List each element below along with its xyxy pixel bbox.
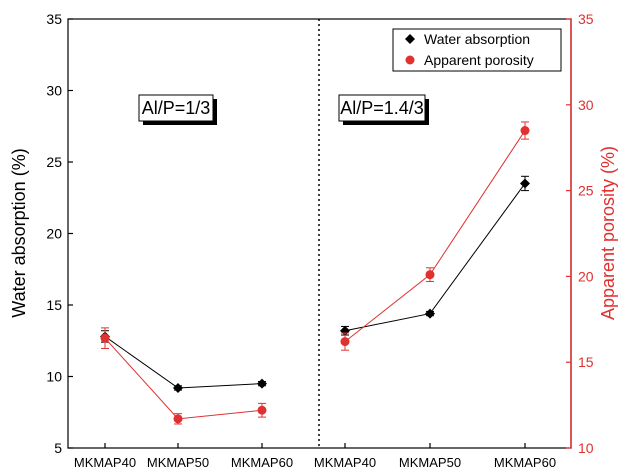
y-right-axis-title: Apparent porosity (%) bbox=[598, 146, 618, 320]
water-absorption-point bbox=[257, 378, 267, 389]
legend-box bbox=[392, 28, 562, 72]
apparent-porosity-point bbox=[257, 405, 267, 415]
series-layer bbox=[100, 121, 530, 425]
y-left-tick-label: 15 bbox=[46, 297, 62, 313]
y-left-tick-label: 10 bbox=[46, 369, 62, 385]
x-tick-label: MKMAP50 bbox=[399, 455, 461, 470]
legend-marker-apparent-porosity bbox=[405, 55, 415, 65]
y-right-tick-label: 10 bbox=[578, 440, 594, 456]
y-left-axis-title: Water absorption (%) bbox=[9, 148, 29, 317]
left-axis-ticks: 5 10 15 20 25 30 35 bbox=[46, 11, 73, 456]
group-label-2-text: Al/P=1.4/3 bbox=[340, 98, 424, 118]
y-right-tick-label: 25 bbox=[578, 183, 594, 199]
apparent-porosity-point bbox=[520, 126, 530, 136]
group-label-1-text: Al/P=1/3 bbox=[142, 98, 211, 118]
y-left-tick-label: 5 bbox=[54, 440, 62, 456]
water-absorption-point bbox=[173, 382, 183, 393]
y-left-tick-label: 25 bbox=[46, 154, 62, 170]
y-right-tick-label: 30 bbox=[578, 97, 594, 113]
legend-marker-water-absorption bbox=[405, 34, 415, 44]
water-absorption-line-group-1 bbox=[104, 336, 263, 389]
water-absorption-point bbox=[425, 308, 435, 319]
x-axis-ticks: MKMAP40 MKMAP50 MKMAP60 MKMAP40 MKMAP50 MKMAP… bbox=[74, 443, 556, 470]
legend: Water absorption Apparent porosity bbox=[392, 28, 562, 72]
group-label-1: Al/P=1/3 bbox=[138, 94, 217, 125]
legend-label-apparent-porosity: Apparent porosity bbox=[424, 52, 534, 68]
plot-frame bbox=[67, 18, 572, 449]
apparent-porosity-line-group-2 bbox=[344, 130, 526, 343]
group-label-2: Al/P=1.4/3 bbox=[338, 94, 429, 125]
x-tick-label: MKMAP50 bbox=[147, 455, 209, 470]
y-right-tick-label: 20 bbox=[578, 268, 594, 284]
x-tick-label: MKMAP60 bbox=[494, 455, 556, 470]
apparent-porosity-point bbox=[173, 414, 183, 424]
y-left-tick-label: 30 bbox=[46, 83, 62, 99]
water-absorption-point bbox=[520, 178, 530, 189]
x-tick-label: MKMAP60 bbox=[231, 455, 293, 470]
x-tick-label: MKMAP40 bbox=[74, 455, 136, 470]
apparent-porosity-line-group-1 bbox=[104, 337, 263, 420]
y-right-tick-label: 15 bbox=[578, 354, 594, 370]
legend-label-water-absorption: Water absorption bbox=[424, 31, 530, 47]
apparent-porosity-point bbox=[100, 333, 110, 343]
water-absorption-line-group-2 bbox=[344, 183, 526, 332]
apparent-porosity-point bbox=[340, 337, 350, 347]
x-tick-label: MKMAP40 bbox=[314, 455, 376, 470]
right-axis-ticks: 10 15 20 25 30 35 bbox=[566, 11, 594, 456]
apparent-porosity-point bbox=[425, 270, 435, 280]
y-left-tick-label: 35 bbox=[46, 11, 62, 27]
y-right-tick-label: 35 bbox=[578, 11, 594, 27]
y-left-tick-label: 20 bbox=[46, 226, 62, 242]
